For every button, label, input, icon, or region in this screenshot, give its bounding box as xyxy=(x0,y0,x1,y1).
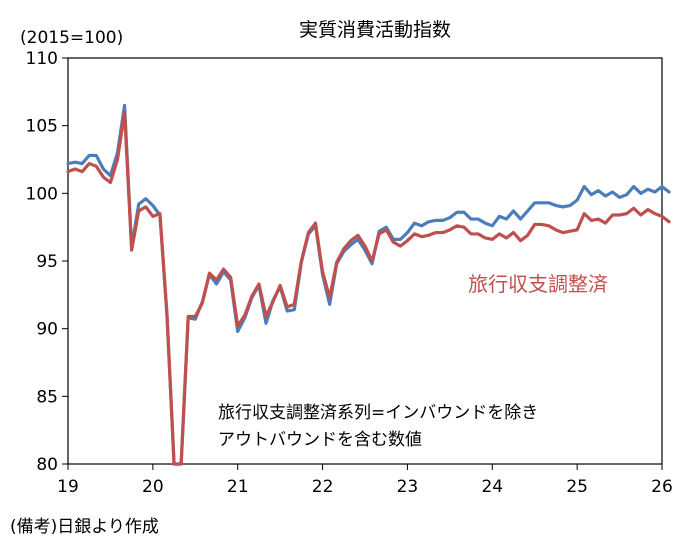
x-tick-label: 23 xyxy=(397,477,419,497)
series-label: 旅行収支調整済 xyxy=(468,272,608,296)
x-tick-label: 19 xyxy=(57,477,79,497)
y-tick-label: 90 xyxy=(36,320,58,340)
x-tick-label: 21 xyxy=(227,477,249,497)
y-axis-unit-label: (2015=100) xyxy=(20,28,123,48)
annotation-line-2: アウトバウンドを含む数値 xyxy=(218,430,422,450)
series-lines xyxy=(66,103,671,466)
chart-title: 実質消費活動指数 xyxy=(299,19,451,41)
x-tick-label: 24 xyxy=(481,477,503,497)
series-labels: 旅行収支調整済 xyxy=(468,272,608,296)
x-tick-label: 22 xyxy=(312,477,334,497)
y-tick-label: 85 xyxy=(36,387,58,407)
annotation-line-1: 旅行収支調整済系列=インバウンドを除き xyxy=(218,403,538,423)
y-tick-label: 110 xyxy=(26,49,58,69)
y-axis: 80 85 90 95 100 105 110 xyxy=(26,49,68,475)
y-tick-label: 80 xyxy=(36,455,58,475)
x-axis: 19 20 21 22 23 24 25 26 xyxy=(57,464,673,497)
x-tick-label: 26 xyxy=(651,477,673,497)
y-tick-label: 105 xyxy=(26,117,58,137)
x-tick-label: 20 xyxy=(142,477,164,497)
y-tick-label: 100 xyxy=(26,184,58,204)
source-note: (備考)日銀より作成 xyxy=(10,517,159,537)
series-line-2 xyxy=(66,110,671,466)
y-tick-label: 95 xyxy=(36,252,58,272)
x-tick-label: 25 xyxy=(566,477,588,497)
